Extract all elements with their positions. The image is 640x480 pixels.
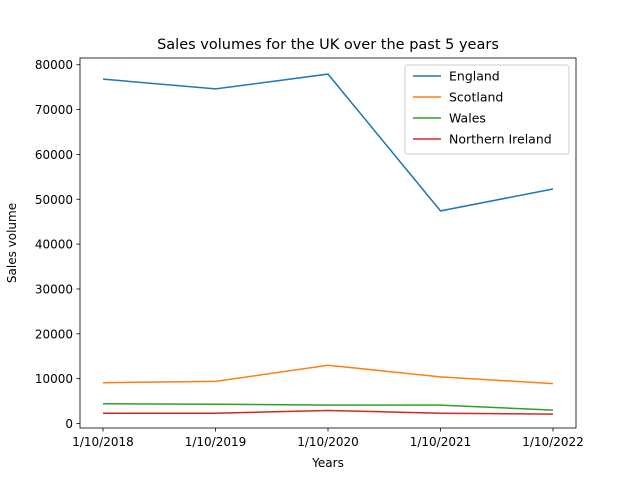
y-axis-ticks: 0 10000 20000 30000 40000 50000 60000 70000 8000… (35, 58, 80, 431)
y-tick-label: 80000 (35, 58, 73, 72)
series-line-scotland (102, 364, 554, 385)
legend: England Scotland Wales Northern Ireland (404, 64, 570, 155)
legend-label-scotland: Scotland (449, 90, 503, 105)
legend-box (404, 64, 570, 155)
y-tick-label: 70000 (35, 103, 73, 117)
y-tick-label: 30000 (35, 282, 73, 296)
series-line-england (102, 73, 554, 212)
x-tick-label: 1/10/2022 (522, 435, 584, 449)
x-tick-label: 1/10/2021 (410, 435, 472, 449)
legend-label-england: England (449, 69, 500, 84)
x-tick-label: 1/10/2018 (72, 435, 134, 449)
y-axis-label: Sales volume (5, 203, 19, 283)
y-tick-label: 50000 (35, 193, 73, 207)
y-tick-label: 10000 (35, 372, 73, 386)
series-line-northern-ireland (103, 409, 554, 415)
chart-title: Sales volumes for the UK over the past 5… (157, 37, 499, 53)
x-tick-label: 1/10/2019 (185, 435, 247, 449)
y-tick-label: 20000 (35, 327, 73, 341)
y-tick-label: 0 (65, 417, 73, 431)
y-tick-label: 40000 (35, 238, 73, 252)
series-line-wales (102, 403, 554, 411)
legend-label-wales: Wales (449, 111, 486, 126)
x-axis-ticks: 1/10/2018 1/10/2019 1/10/2020 1/10/2021 1/10… (72, 428, 584, 449)
legend-label-northern-ireland: Northern Ireland (449, 132, 552, 147)
x-tick-label: 1/10/2020 (297, 435, 359, 449)
y-tick-label: 60000 (35, 148, 73, 162)
x-axis-label: Years (311, 456, 344, 470)
